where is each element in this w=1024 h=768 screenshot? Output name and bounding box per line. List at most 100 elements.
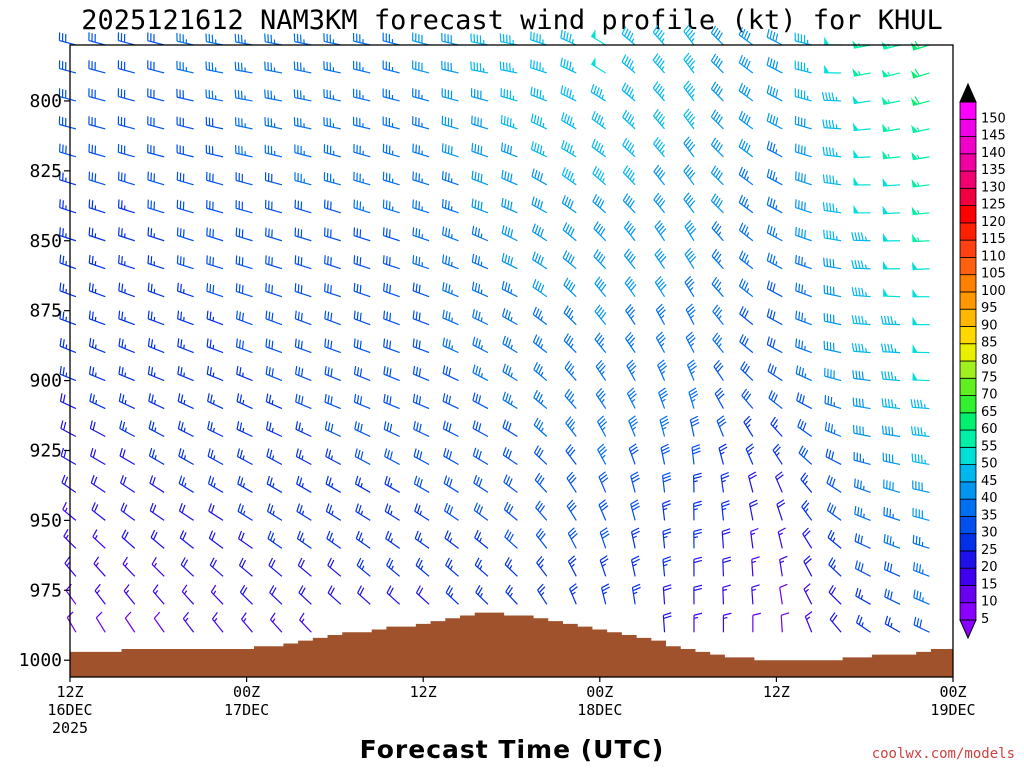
wind-barb xyxy=(147,282,165,298)
wind-barb xyxy=(693,584,703,605)
color-bar-label: 10 xyxy=(981,595,998,610)
wind-barb xyxy=(913,589,930,605)
wind-barb xyxy=(530,59,548,74)
wind-barb xyxy=(624,276,637,298)
color-bar-label: 50 xyxy=(981,457,998,472)
wind-barb xyxy=(147,88,165,102)
wind-barb xyxy=(294,144,312,158)
wind-barb xyxy=(65,583,77,605)
wind-barb xyxy=(88,365,106,382)
wind-barb xyxy=(533,389,548,409)
wind-barb xyxy=(470,33,489,46)
wind-barb xyxy=(412,393,430,410)
wind-barb xyxy=(147,199,165,214)
color-bar-label: 15 xyxy=(981,577,998,592)
plot-frame xyxy=(69,44,954,678)
wind-barb xyxy=(323,61,341,74)
wind-barb xyxy=(384,448,400,465)
color-bar-label: 115 xyxy=(981,232,1006,247)
wind-barb xyxy=(501,169,518,186)
wind-barb xyxy=(475,585,489,605)
wind-barb xyxy=(561,195,577,214)
wind-barb xyxy=(851,342,871,354)
wind-barb xyxy=(560,57,577,74)
y-tick-label: 975 xyxy=(29,580,62,601)
wind-barb xyxy=(749,499,758,521)
wind-barb xyxy=(236,365,253,382)
wind-barb xyxy=(121,529,136,549)
wind-barb xyxy=(883,534,901,549)
wind-barb xyxy=(471,253,489,270)
wind-barb xyxy=(206,310,224,326)
wind-barb xyxy=(795,227,812,242)
wind-barb xyxy=(653,192,666,214)
wind-barb xyxy=(655,331,666,353)
wind-barb xyxy=(235,200,253,214)
wind-barb xyxy=(324,310,341,326)
wind-barb xyxy=(153,611,165,633)
wind-barb xyxy=(794,88,812,102)
wind-barb xyxy=(628,415,639,437)
color-bar-segment xyxy=(959,533,977,552)
wind-barb xyxy=(323,117,341,130)
wind-barb xyxy=(851,232,871,242)
wind-barb xyxy=(693,500,702,521)
wind-barb xyxy=(205,89,224,102)
wind-barb xyxy=(654,248,667,270)
wind-barb xyxy=(265,365,283,382)
x-tick-label: 00Z xyxy=(233,683,260,701)
wind-barb xyxy=(181,584,195,605)
wind-barb xyxy=(234,61,253,74)
wind-barb xyxy=(767,363,783,382)
wind-barb xyxy=(88,143,106,158)
wind-barb xyxy=(625,304,636,325)
wind-barb xyxy=(621,54,636,74)
wind-barb xyxy=(502,447,518,465)
wind-barb xyxy=(881,425,901,438)
wind-barb xyxy=(88,310,106,326)
wind-barb xyxy=(207,393,224,410)
color-bar-segment xyxy=(959,274,977,293)
wind-barb xyxy=(502,391,518,410)
wind-barb xyxy=(505,584,518,605)
wind-barb xyxy=(120,475,136,493)
wind-barb xyxy=(631,583,641,605)
wind-barb xyxy=(443,502,459,521)
wind-barb xyxy=(689,415,700,437)
x-tick-label: 18DEC xyxy=(577,701,622,719)
wind-barb xyxy=(501,225,518,242)
color-bar-label: 135 xyxy=(981,163,1006,178)
wind-barb xyxy=(178,475,194,493)
x-tick-label: 12Z xyxy=(410,683,437,701)
wind-barb xyxy=(383,310,400,326)
wind-barb xyxy=(593,221,607,242)
wind-barb xyxy=(532,279,548,298)
wind-barb xyxy=(323,89,341,102)
wind-barb xyxy=(412,143,430,158)
wind-barb xyxy=(533,361,548,382)
wind-barb xyxy=(794,171,812,186)
wind-barb xyxy=(912,371,930,382)
wind-barb xyxy=(207,448,224,465)
wind-barb xyxy=(623,220,636,242)
wind-barb xyxy=(293,117,312,130)
wind-barb xyxy=(751,556,760,577)
wind-barb xyxy=(504,557,518,577)
wind-barb xyxy=(412,227,430,242)
wind-barb xyxy=(383,393,400,410)
wind-barb xyxy=(473,475,489,493)
wind-barb xyxy=(122,556,136,577)
wind-barb xyxy=(563,305,577,326)
wind-barb xyxy=(266,475,283,493)
wind-barb xyxy=(739,334,754,354)
wind-barb xyxy=(177,338,194,354)
wind-barb xyxy=(882,260,901,270)
wind-barb xyxy=(591,138,607,158)
wind-barb xyxy=(412,338,430,354)
wind-barb xyxy=(176,227,194,242)
wind-barb xyxy=(59,310,77,326)
wind-barb xyxy=(384,503,400,521)
wind-barb xyxy=(206,172,224,186)
wind-barb xyxy=(657,359,668,381)
wind-barb xyxy=(412,171,430,186)
